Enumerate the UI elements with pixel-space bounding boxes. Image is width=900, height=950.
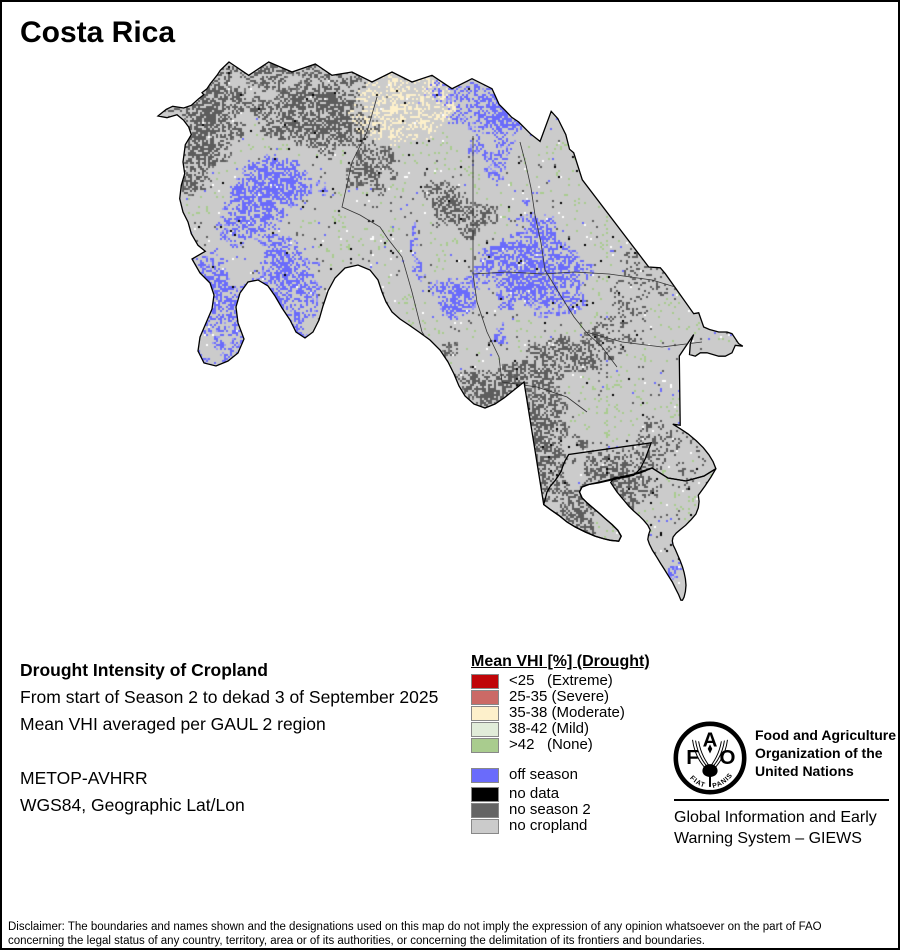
svg-text:O: O [719,746,735,769]
svg-text:A: A [703,729,718,752]
svg-text:F: F [686,746,699,769]
